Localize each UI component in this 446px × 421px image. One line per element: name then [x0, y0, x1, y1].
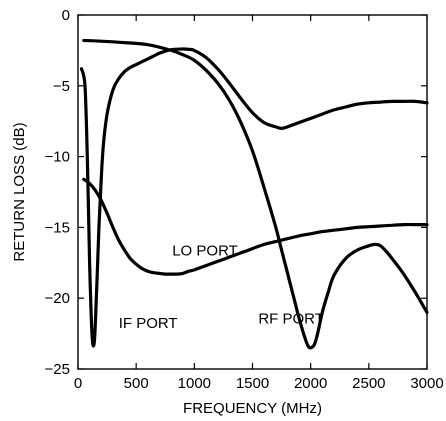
x-tick-label: 0	[74, 375, 82, 392]
y-tick-label: −10	[45, 149, 70, 166]
y-tick-label: −25	[45, 361, 70, 378]
x-tick-label: 500	[124, 375, 149, 392]
y-tick-label: 0	[62, 7, 70, 24]
if-port-label: IF PORT	[119, 315, 178, 332]
x-tick-label: 1000	[178, 375, 211, 392]
rf-port-label: RF PORT	[258, 311, 324, 328]
plot-frame	[77, 14, 428, 370]
y-tick-label: −20	[45, 290, 70, 307]
y-tick-label: −15	[45, 219, 70, 236]
y-axis-ticks: 0 −5 −10 −15 −20 −25	[45, 7, 427, 378]
series-lines	[79, 38, 429, 350]
lo-port-label: LO PORT	[172, 243, 238, 260]
y-tick-label: −5	[53, 78, 70, 95]
y-axis-title: RETURN LOSS (dB)	[11, 122, 28, 261]
lo-port-line	[82, 177, 429, 276]
x-axis-ticks: 0 500 1000 1500 2000 2500 3000	[74, 15, 444, 392]
x-tick-label: 1500	[236, 375, 269, 392]
if-port-line	[79, 47, 429, 348]
rf-port-line	[82, 38, 429, 350]
series-annotations: LO PORT IF PORT RF PORT	[119, 243, 324, 332]
x-tick-label: 2000	[294, 375, 327, 392]
x-tick-label: 2500	[352, 375, 385, 392]
x-axis-title: FREQUENCY (MHz)	[183, 400, 322, 417]
x-tick-label: 3000	[410, 375, 443, 392]
